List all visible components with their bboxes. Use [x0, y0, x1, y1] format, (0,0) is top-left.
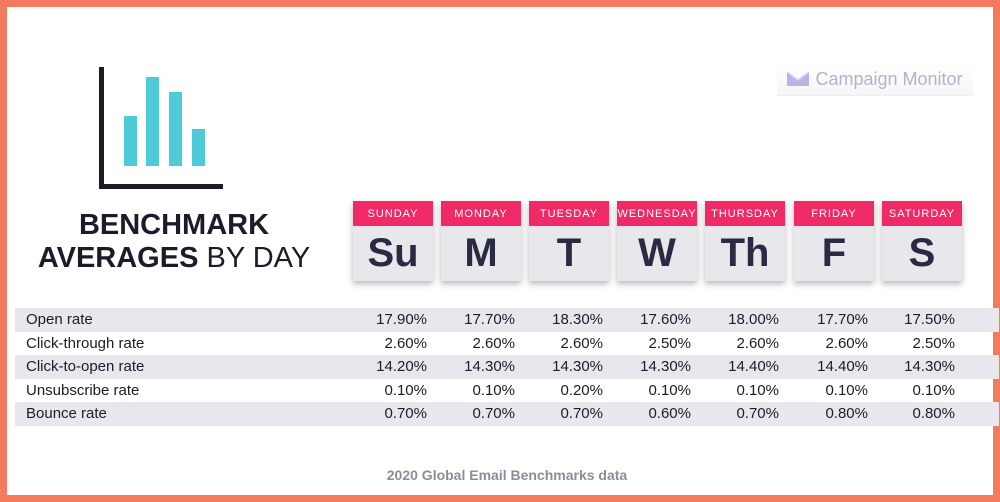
chart-icon-bar-4: [192, 129, 205, 166]
table-cell: 0.80%: [825, 405, 868, 423]
table-cell: 0.60%: [648, 405, 691, 423]
row-label: Open rate: [26, 311, 93, 328]
day-abbreviation: S: [908, 231, 936, 275]
table-cell: 0.70%: [736, 405, 779, 423]
day-name: SUNDAY: [353, 201, 433, 226]
table-cell: 17.60%: [640, 311, 691, 328]
chart-icon-bar-2: [146, 77, 159, 166]
table-cell: 18.30%: [552, 311, 603, 328]
table-row: Bounce rate 0.70% 0.70% 0.70% 0.60% 0.70% 0.80…: [15, 402, 999, 426]
table-cell: 18.00%: [728, 311, 779, 328]
chart-icon-axis-y: [99, 67, 104, 189]
table-cell: 0.10%: [825, 381, 868, 399]
row-label: Unsubscribe rate: [26, 381, 140, 399]
table-cell: 2.60%: [384, 334, 427, 352]
table-cell: 2.60%: [472, 334, 515, 352]
day-abbreviation: T: [556, 231, 582, 275]
brand-name: Campaign Monitor: [815, 68, 963, 89]
title-line-1: BENCHMARK: [78, 209, 270, 241]
day-tile-wednesday: WEDNESDAY W: [617, 201, 697, 281]
table-cell: 2.50%: [912, 334, 955, 352]
campaign-monitor-logo-icon: [787, 72, 810, 86]
chart-icon-bar-1: [124, 116, 137, 166]
row-label: Click-through rate: [26, 334, 145, 352]
row-label: Click-to-open rate: [26, 358, 145, 376]
day-name: SATURDAY: [882, 201, 962, 226]
benchmark-table: Open rate 17.90% 17.70% 18.30% 17.60% 18.00% 1…: [15, 308, 999, 426]
table-cell: 0.70%: [384, 405, 427, 423]
day-tile-saturday: SATURDAY S: [882, 201, 962, 281]
table-cell: 17.90%: [376, 311, 427, 328]
table-cell: 0.10%: [736, 381, 779, 399]
day-tile-thursday: THURSDAY Th: [705, 201, 785, 281]
day-tile-friday: FRIDAY F: [794, 201, 874, 281]
table-cell: 0.70%: [560, 405, 603, 423]
day-name: MONDAY: [441, 201, 521, 226]
table-cell: 2.60%: [560, 334, 603, 352]
day-tile-sunday: SUNDAY Su: [353, 201, 433, 281]
table-row: Open rate 17.90% 17.70% 18.30% 17.60% 18.00% 1…: [15, 308, 999, 332]
table-cell: 0.10%: [648, 381, 691, 399]
table-cell: 0.10%: [912, 381, 955, 399]
table-cell: 0.80%: [912, 405, 955, 423]
table-cell: 2.60%: [825, 334, 868, 352]
table-cell: 2.50%: [648, 334, 691, 352]
day-tile-monday: MONDAY M: [441, 201, 521, 281]
day-name: THURSDAY: [705, 201, 785, 226]
table-cell: 0.70%: [472, 405, 515, 423]
table-cell: 2.60%: [736, 334, 779, 352]
chart-title: BENCHMARK AVERAGES BY DAY: [31, 209, 317, 275]
day-abbreviation: W: [638, 231, 676, 275]
brand-logo: Campaign Monitor: [777, 63, 973, 96]
row-label: Bounce rate: [26, 405, 107, 423]
day-abbreviation: M: [464, 231, 498, 275]
table-cell: 0.10%: [384, 381, 427, 399]
bar-chart-icon: [99, 67, 223, 189]
table-cell: 14.30%: [464, 358, 515, 376]
day-name: FRIDAY: [794, 201, 874, 226]
table-cell: 14.40%: [817, 358, 868, 376]
table-cell: 17.70%: [464, 311, 515, 328]
table-cell: 14.30%: [904, 358, 955, 376]
table-cell: 14.20%: [376, 358, 427, 376]
day-abbreviation: F: [821, 231, 847, 275]
table-cell: 0.10%: [472, 381, 515, 399]
title-line-2-light: BY DAY: [206, 242, 311, 274]
source-note: 2020 Global Email Benchmarks data: [386, 467, 628, 483]
table-cell: 14.40%: [728, 358, 779, 376]
chart-icon-bar-3: [169, 92, 182, 166]
table-cell: 17.50%: [904, 311, 955, 328]
table-cell: 14.30%: [552, 358, 603, 376]
day-name: WEDNESDAY: [617, 201, 697, 226]
day-abbreviation: Su: [367, 231, 419, 275]
day-name: TUESDAY: [529, 201, 609, 226]
table-row: Click-through rate 2.60% 2.60% 2.60% 2.50% 2.…: [15, 332, 999, 356]
title-line-2-bold: AVERAGES: [37, 242, 199, 274]
table-row: Click-to-open rate 14.20% 14.30% 14.30% 14.3…: [15, 355, 999, 379]
table-cell: 14.30%: [640, 358, 691, 376]
day-tiles: SUNDAY Su MONDAY M TUESDAY T WEDNESDAY W THURSDA…: [353, 201, 963, 283]
chart-icon-axis-x: [99, 184, 223, 189]
table-cell: 0.20%: [560, 381, 603, 399]
table-row: Unsubscribe rate 0.10% 0.10% 0.20% 0.10% 0.10…: [15, 379, 999, 403]
table-cell: 17.70%: [817, 311, 868, 328]
day-abbreviation: Th: [720, 231, 770, 275]
day-tile-tuesday: TUESDAY T: [529, 201, 609, 281]
